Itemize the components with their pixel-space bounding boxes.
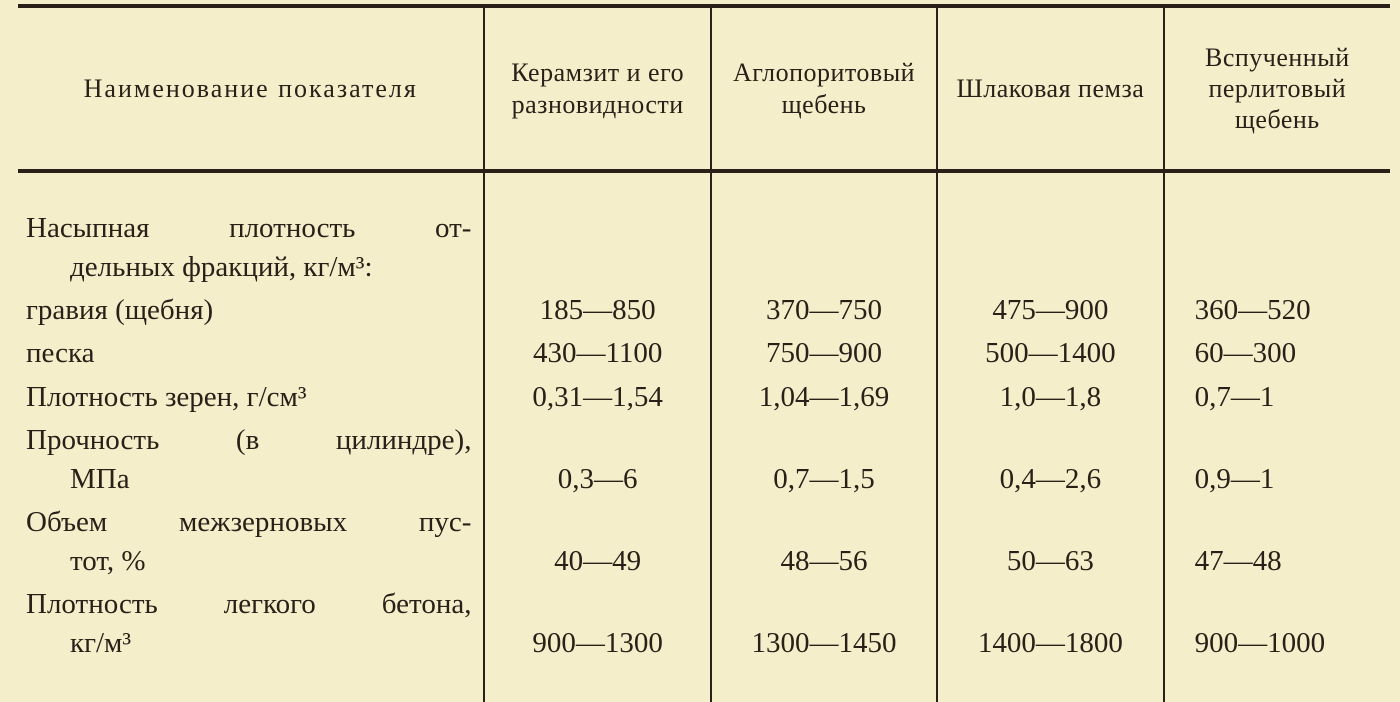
row-label: Насыпная плотность от- дельных фракций, … [18, 207, 484, 289]
table-row: гравия (щебня) 185—850 370—750 475—900 3… [18, 289, 1390, 332]
cell: 360—520 [1164, 289, 1390, 332]
cell: 0,7—1 [1164, 376, 1390, 419]
cell: 500—1400 [937, 332, 1163, 375]
table-header-row: Наименование показателя Керамзит и его р… [18, 6, 1390, 171]
cell: 50—63 [937, 501, 1163, 583]
col-header-agloporit: Аглопоритовый щебень [711, 6, 937, 171]
table-row: песка 430—1100 750—900 500—1400 60—300 [18, 332, 1390, 375]
col-header-keramzit: Керамзит и его разновидности [484, 6, 710, 171]
cell: 0,9—1 [1164, 419, 1390, 501]
cell: 900—1300 [484, 583, 710, 665]
cell: 40—49 [484, 501, 710, 583]
cell: 47—48 [1164, 501, 1390, 583]
row-label: Плотность легкого бетона, кг/м³ [18, 583, 484, 665]
header-body-spacer [18, 171, 1390, 207]
cell: 430—1100 [484, 332, 710, 375]
cell: 1400—1800 [937, 583, 1163, 665]
cell: 1,04—1,69 [711, 376, 937, 419]
cell [1164, 207, 1390, 289]
col-header-name: Наименование показателя [18, 6, 484, 171]
cell [711, 207, 937, 289]
cell: 475—900 [937, 289, 1163, 332]
table-row: Насыпная плотность от- дельных фракций, … [18, 207, 1390, 289]
cell: 900—1000 [1164, 583, 1390, 665]
col-header-perlite: Вспученный перлитовый щебень [1164, 6, 1390, 171]
table-row: Плотность легкого бетона, кг/м³ 900—1300… [18, 583, 1390, 665]
table-row: Прочность (в цилиндре), МПа 0,3—6 0,7—1,… [18, 419, 1390, 501]
cell: 370—750 [711, 289, 937, 332]
table-row: Плотность зерен, г/см³ 0,31—1,54 1,04—1,… [18, 376, 1390, 419]
cell: 750—900 [711, 332, 937, 375]
cell [937, 207, 1163, 289]
row-label: песка [18, 332, 484, 375]
cell: 60—300 [1164, 332, 1390, 375]
row-label: Объем межзерновых пус- тот, % [18, 501, 484, 583]
col-header-slag-pumice: Шлаковая пемза [937, 6, 1163, 171]
cell: 0,3—6 [484, 419, 710, 501]
cell: 1300—1450 [711, 583, 937, 665]
cell: 0,7—1,5 [711, 419, 937, 501]
cell: 0,4—2,6 [937, 419, 1163, 501]
cell: 185—850 [484, 289, 710, 332]
row-label: Прочность (в цилиндре), МПа [18, 419, 484, 501]
material-properties-table: Наименование показателя Керамзит и его р… [18, 4, 1390, 702]
row-label: гравия (щебня) [18, 289, 484, 332]
cell: 1,0—1,8 [937, 376, 1163, 419]
table-row: Объем межзерновых пус- тот, % 40—49 48—5… [18, 501, 1390, 583]
cell [484, 207, 710, 289]
cell: 48—56 [711, 501, 937, 583]
bottom-spacer [18, 666, 1390, 702]
cell: 0,31—1,54 [484, 376, 710, 419]
row-label: Плотность зерен, г/см³ [18, 376, 484, 419]
